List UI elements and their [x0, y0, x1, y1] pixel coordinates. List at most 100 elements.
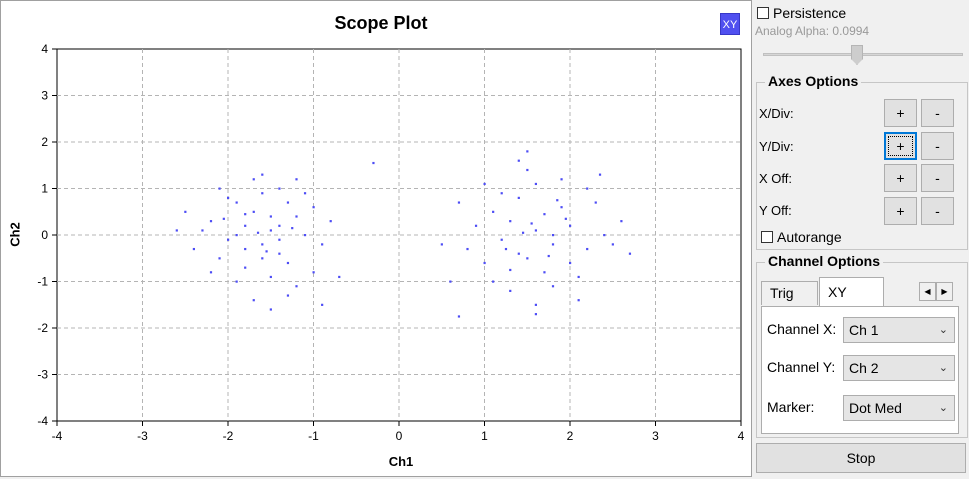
data-point	[551, 285, 555, 288]
data-point	[547, 254, 550, 258]
chevron-down-icon: ⌄	[938, 324, 948, 336]
x-axis-label: Ch1	[388, 454, 414, 469]
data-point	[218, 257, 221, 260]
data-point	[569, 261, 572, 265]
data-point	[457, 201, 461, 204]
persistence-option[interactable]: Persistence	[757, 5, 846, 21]
data-point	[611, 243, 614, 246]
data-point	[509, 220, 512, 223]
stop-button[interactable]: Stop	[756, 443, 966, 473]
persistence-label: Persistence	[773, 5, 847, 21]
scope-plot-panel[interactable]: -4 -3 -2 -1 0 1 2 3 4 -4 -3 -2 -1 0 1 2 3 4 Scope Plot XY…	[0, 0, 752, 477]
y-off-plus-button[interactable]: +	[884, 197, 917, 225]
x-off-plus-button[interactable]: +	[884, 164, 917, 192]
data-point	[278, 224, 281, 227]
y-off-label: Y Off:	[759, 203, 792, 218]
y-tick-label: 0	[41, 228, 48, 242]
data-point	[543, 271, 546, 274]
data-point	[560, 178, 563, 181]
data-point	[312, 206, 315, 209]
data-point	[449, 280, 452, 283]
channel-y-label: Channel Y:	[767, 359, 836, 375]
data-point	[474, 224, 478, 227]
tab-xy[interactable]: XY	[819, 277, 884, 307]
data-point	[521, 231, 525, 234]
x-tick-label: 0	[396, 429, 403, 443]
tab-scroll-right-icon[interactable]: ▶	[936, 282, 953, 301]
data-point	[265, 250, 268, 253]
marker-select[interactable]: Dot Med ⌄	[843, 395, 955, 421]
channel-options-title: Channel Options	[765, 253, 883, 269]
x-tick-label: 2	[567, 429, 574, 443]
data-point	[227, 196, 230, 199]
x-tick-label: -1	[308, 429, 319, 443]
data-point	[286, 294, 290, 297]
x-off-label: X Off:	[759, 171, 792, 186]
data-point	[201, 229, 204, 232]
y-tick-label: -4	[37, 414, 48, 428]
data-point	[526, 257, 529, 260]
y-tick-label: -1	[37, 275, 48, 289]
marker-value: Dot Med	[849, 400, 902, 416]
x-div-plus-button[interactable]: +	[884, 99, 917, 127]
data-point	[312, 271, 315, 274]
data-point	[261, 192, 264, 195]
data-point	[261, 257, 264, 260]
data-point	[483, 182, 486, 186]
scope-plot-chart[interactable]: -4 -3 -2 -1 0 1 2 3 4 -4 -3 -2 -1 0 1 2 3 4	[1, 1, 753, 478]
channel-x-select[interactable]: Ch 1 ⌄	[843, 317, 955, 343]
data-point	[569, 224, 572, 227]
channel-y-select[interactable]: Ch 2 ⌄	[843, 355, 955, 381]
data-point	[594, 201, 597, 204]
data-point	[492, 210, 495, 213]
data-point	[321, 303, 324, 306]
data-point	[598, 173, 602, 176]
data-point	[534, 303, 537, 306]
channel-tab-bar: Trig XY ◀ ▶	[761, 277, 957, 307]
y-off-minus-button[interactable]: -	[921, 197, 954, 225]
options-sidebar: Persistence Analog Alpha: 0.0994 Axes Op…	[753, 0, 969, 479]
channel-x-label: Channel X:	[767, 321, 837, 337]
data-point	[261, 243, 264, 246]
data-point	[628, 252, 632, 255]
y-tick-label: -3	[37, 368, 48, 382]
channel-options-group: Channel Options	[756, 253, 968, 438]
x-div-minus-button[interactable]: -	[921, 99, 954, 127]
axes-options-title: Axes Options	[765, 73, 862, 89]
x-div-label: X/Div:	[759, 106, 794, 121]
data-point	[329, 220, 332, 223]
data-point	[244, 266, 247, 269]
y-div-minus-button[interactable]: -	[921, 132, 954, 160]
data-point	[500, 192, 503, 195]
data-point	[556, 199, 559, 202]
autorange-option[interactable]: Autorange	[761, 229, 842, 245]
data-point	[235, 201, 238, 204]
data-point	[577, 275, 580, 279]
tab-trig[interactable]: Trig	[761, 281, 818, 305]
y-div-plus-button[interactable]: +	[884, 132, 917, 160]
axes-options-group: Axes Options	[756, 73, 968, 250]
data-point	[577, 299, 580, 302]
xy-tab-page: Channel X: Ch 1 ⌄ Channel Y: Ch 2 ⌄ Mark…	[761, 306, 959, 434]
xy-mode-badge[interactable]: XY	[720, 13, 740, 35]
analog-alpha-slider-track[interactable]	[763, 53, 963, 56]
analog-alpha-label: Analog Alpha: 0.0994	[755, 24, 870, 38]
x-tick-label: 4	[738, 429, 745, 443]
data-point	[530, 222, 533, 225]
autorange-checkbox[interactable]	[761, 230, 773, 243]
channel-y-value: Ch 2	[849, 360, 879, 376]
x-off-minus-button[interactable]: -	[921, 164, 954, 192]
data-point	[560, 206, 563, 209]
chevron-down-icon: ⌄	[938, 402, 948, 414]
data-point	[222, 217, 225, 220]
data-point	[517, 159, 520, 162]
tab-scroll-left-icon[interactable]: ◀	[919, 282, 936, 301]
analog-alpha-slider-thumb[interactable]	[851, 45, 863, 65]
data-point	[269, 229, 272, 232]
data-point	[303, 234, 307, 237]
marker-label: Marker:	[767, 399, 815, 415]
data-point	[321, 243, 324, 246]
persistence-checkbox[interactable]	[757, 6, 769, 19]
y-tick-label: -2	[37, 321, 48, 335]
data-point	[483, 261, 486, 265]
